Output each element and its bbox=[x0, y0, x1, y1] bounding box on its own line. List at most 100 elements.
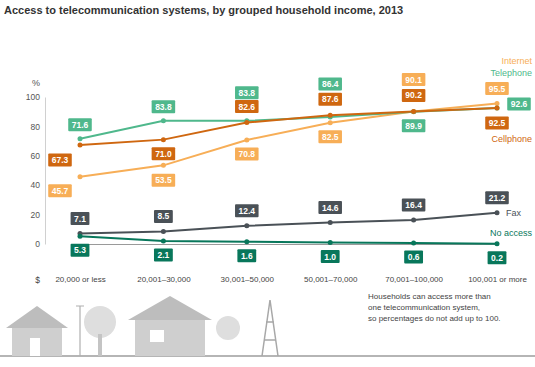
label-box bbox=[488, 251, 507, 264]
data-label: 89.9 bbox=[402, 119, 426, 132]
label-box bbox=[318, 93, 342, 106]
point bbox=[328, 120, 333, 125]
data-label: 16.4 bbox=[402, 198, 426, 211]
point bbox=[244, 137, 249, 142]
x-tick-label: 30,001–50,000 bbox=[221, 275, 275, 284]
label-box bbox=[48, 184, 72, 197]
x-tick: 20,000 or less bbox=[55, 275, 105, 284]
y-axis-line bbox=[45, 98, 46, 245]
house-roof bbox=[6, 306, 68, 328]
data-label-text: 87.6 bbox=[322, 94, 339, 104]
x-tick-label: 20,001–30,000 bbox=[137, 275, 191, 284]
tree bbox=[216, 316, 240, 340]
chart-container: Access to telecommunication systems, by … bbox=[0, 0, 535, 367]
label-box bbox=[402, 89, 426, 102]
label-box bbox=[237, 249, 256, 262]
data-label: 21.2 bbox=[485, 191, 509, 204]
data-label: 87.6 bbox=[318, 93, 342, 106]
data-label-text: 86.4 bbox=[322, 79, 339, 89]
data-label-text: 0.2 bbox=[491, 253, 503, 263]
point bbox=[411, 217, 416, 222]
data-label: 90.1 bbox=[402, 73, 426, 86]
y-axis: 020406080100 bbox=[26, 92, 46, 249]
data-label-text: 0.6 bbox=[408, 252, 420, 262]
data-label-text: 90.2 bbox=[405, 90, 422, 100]
point bbox=[495, 210, 500, 215]
series-line bbox=[80, 213, 497, 234]
point bbox=[411, 241, 416, 246]
point bbox=[495, 241, 500, 246]
data-label-text: 82.5 bbox=[322, 132, 339, 142]
x-tick: 70,001–100,000 bbox=[385, 275, 443, 284]
label-box bbox=[235, 204, 259, 217]
note: Households can access more thanone telec… bbox=[368, 292, 501, 323]
legend-label: Cellphone bbox=[491, 134, 532, 144]
point bbox=[411, 109, 416, 114]
label-box bbox=[71, 244, 90, 257]
data-label: 2.1 bbox=[154, 248, 173, 261]
data-label: 71.0 bbox=[152, 147, 176, 160]
house-roof bbox=[128, 296, 212, 320]
house bbox=[135, 318, 205, 356]
data-label: 12.4 bbox=[235, 204, 259, 217]
data-label-text: 1.6 bbox=[241, 251, 253, 261]
point bbox=[78, 174, 83, 179]
y-tick-label: 20 bbox=[31, 210, 41, 220]
label-box bbox=[235, 147, 259, 160]
point bbox=[495, 106, 500, 111]
data-label-text: 83.8 bbox=[239, 88, 256, 98]
data-label: 95.5 bbox=[485, 82, 509, 95]
illustration bbox=[0, 296, 535, 356]
y-tick: 80 bbox=[31, 122, 45, 132]
data-label: 71.6 bbox=[68, 118, 92, 131]
data-label-text: 92.5 bbox=[489, 118, 506, 128]
point bbox=[244, 120, 249, 125]
data-label: 5.3 bbox=[71, 244, 90, 257]
point bbox=[244, 223, 249, 228]
data-label: 14.6 bbox=[318, 201, 342, 214]
label-box bbox=[154, 248, 173, 261]
data-label-text: 70.8 bbox=[239, 149, 256, 159]
x-tick-label: 50,001–70,000 bbox=[304, 275, 358, 284]
data-label: 92.5 bbox=[485, 117, 509, 130]
series-line bbox=[80, 104, 497, 177]
series-line bbox=[80, 236, 497, 243]
data-label-text: 90.1 bbox=[405, 75, 422, 85]
data-label: 83.8 bbox=[235, 86, 259, 99]
data-label: 1.6 bbox=[237, 249, 256, 262]
data-label: 82.6 bbox=[235, 100, 259, 113]
legend-label: Internet bbox=[501, 56, 532, 66]
legend: InternetTelephoneCellphoneFaxNo access bbox=[490, 56, 533, 238]
label-box bbox=[152, 174, 176, 187]
x-axis: 20,000 or less 20,001–30,000 30,001–50,000… bbox=[55, 245, 527, 284]
x-tick: 30,001–50,000 bbox=[221, 275, 275, 284]
data-label-text: 8.5 bbox=[157, 211, 169, 221]
point bbox=[411, 109, 416, 114]
x-tick: 100,001 or more bbox=[468, 275, 527, 284]
point bbox=[328, 220, 333, 225]
label-box bbox=[154, 210, 173, 223]
data-label-text: 5.3 bbox=[74, 245, 86, 255]
point bbox=[328, 113, 333, 118]
note-line: Households can access more than bbox=[368, 292, 491, 301]
label-box bbox=[318, 77, 342, 90]
point bbox=[78, 143, 83, 148]
y-tick: 100 bbox=[26, 92, 45, 102]
x-tick-label: 20,000 or less bbox=[55, 275, 105, 284]
label-box bbox=[48, 154, 72, 167]
data-label-text: 45.7 bbox=[52, 186, 69, 196]
house-window bbox=[150, 330, 164, 342]
data-label: 92.6 bbox=[507, 97, 531, 110]
data-label: 0.2 bbox=[488, 251, 507, 264]
point bbox=[411, 109, 416, 114]
label-box bbox=[402, 119, 426, 132]
point bbox=[244, 239, 249, 244]
data-label: 0.6 bbox=[404, 251, 423, 264]
data-label: 90.2 bbox=[402, 89, 426, 102]
data-label-text: 82.6 bbox=[239, 102, 256, 112]
data-label-text: 21.2 bbox=[489, 193, 506, 203]
y-tick-label: 60 bbox=[31, 151, 41, 161]
label-box bbox=[318, 201, 342, 214]
antenna bbox=[76, 306, 84, 356]
point bbox=[495, 101, 500, 106]
